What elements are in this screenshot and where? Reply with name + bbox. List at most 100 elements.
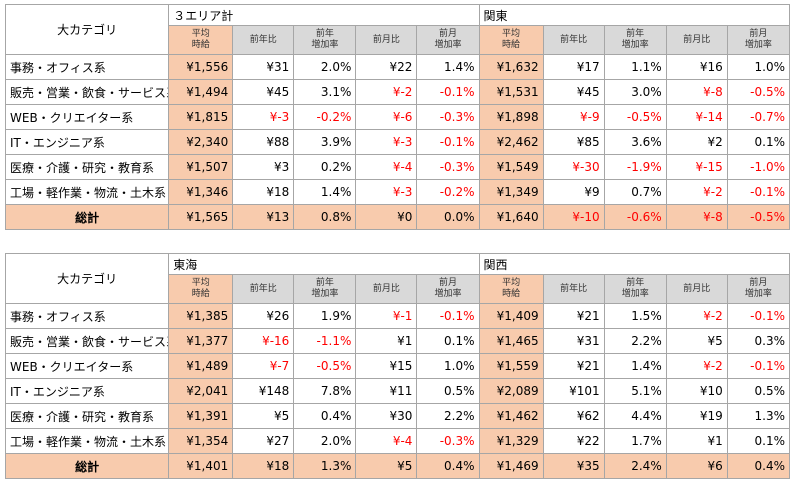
column-header-line: 前年比	[560, 283, 588, 294]
column-header-yoy: 前年比	[232, 274, 295, 304]
value-cell-mom: ¥-15	[665, 154, 728, 180]
column-header-line: 前年比	[249, 34, 277, 45]
table-row: 販売・営業・飲食・サービス系 ¥1,377 ¥-16 -1.1% ¥1 0.1% ¥1,46…	[4, 328, 791, 354]
value-cell-yoy-rate: 1.4%	[293, 179, 357, 205]
column-header-line: 前月	[438, 278, 457, 288]
column-header-line: 増加率	[621, 40, 649, 50]
column-header-mom: 前月比	[665, 25, 728, 55]
value-cell-yoy: ¥3	[232, 154, 295, 180]
table-row: WEB・クリエイター系 ¥1,815 ¥-3 -0.2% ¥-6 -0.3% ¥1,898 ¥…	[4, 104, 791, 130]
column-header-line: 増加率	[311, 40, 339, 50]
value-cell-avg: ¥1,815	[168, 104, 234, 130]
column-header-yoy: 前年比	[542, 274, 605, 304]
value-cell-yoy-rate: 7.8%	[293, 378, 357, 404]
value-cell-yoy-rate: 0.2%	[293, 154, 357, 180]
column-header-avg: 平均 時給	[168, 25, 234, 55]
column-header-line: 前年	[626, 29, 645, 39]
column-header-yoy-rate: 前年 増加率	[293, 274, 357, 304]
value-cell-avg: ¥1,354	[168, 428, 234, 454]
value-cell-mom: ¥-8	[665, 204, 728, 230]
value-cell-avg: ¥1,346	[168, 179, 234, 205]
table-row: IT・エンジニア系 ¥2,041 ¥148 7.8% ¥11 0.5% ¥2,089 ¥101…	[4, 378, 791, 404]
column-header-line: 平均	[191, 29, 210, 39]
value-cell-yoy: ¥62	[542, 403, 605, 429]
value-cell-yoy: ¥88	[232, 129, 295, 155]
region-title: 関西	[478, 253, 791, 275]
wage-table-top: 大カテゴリ ３エリア計 関東 平均 時給 前年比 前年 増加率 前月比 前月 増加率 平均 時給 前年比前…	[4, 4, 791, 230]
table-row: WEB・クリエイター系 ¥1,489 ¥-7 -0.5% ¥15 1.0% ¥1,559 ¥2…	[4, 353, 791, 379]
column-header-mom-rate: 前月 増加率	[726, 274, 791, 304]
value-cell-avg: ¥1,462	[478, 403, 544, 429]
column-header-line: 前年比	[249, 283, 277, 294]
table-row: 医療・介護・研究・教育系 ¥1,391 ¥5 0.4% ¥30 2.2% ¥1,462 ¥62…	[4, 403, 791, 429]
value-cell-yoy-rate: 5.1%	[603, 378, 667, 404]
column-header-mom-rate: 前月 増加率	[726, 25, 791, 55]
value-cell-yoy-rate: 1.9%	[293, 303, 357, 329]
column-header-line: 増加率	[744, 40, 772, 50]
value-cell-mom-rate: 1.0%	[416, 353, 480, 379]
column-header-line: 時給	[502, 40, 521, 50]
value-cell-yoy: ¥45	[232, 79, 295, 105]
value-cell-mom-rate: 0.5%	[416, 378, 480, 404]
value-cell-avg: ¥1,409	[478, 303, 544, 329]
column-header-row: 平均 時給 前年比 前年 増加率 前月比 前月 増加率 平均 時給 前年比 前年 増加率 前月比 前月 増加率	[6, 274, 791, 304]
column-header-avg: 平均 時給	[478, 274, 544, 304]
column-header-line: 増加率	[434, 289, 462, 299]
value-cell-mom: ¥-2	[355, 79, 418, 105]
value-cell-avg: ¥1,349	[478, 179, 544, 205]
total-row: 総計 ¥1,401 ¥18 1.3% ¥5 0.4% ¥1,469 ¥35 2.4% ¥6 0.4%	[4, 453, 791, 479]
value-cell-mom-rate: 1.0%	[726, 54, 791, 80]
column-header-mom: 前月比	[355, 25, 418, 55]
value-cell-mom: ¥5	[355, 453, 418, 479]
value-cell-mom-rate: -0.3%	[416, 104, 480, 130]
category-label: 医療・介護・研究・教育系	[4, 403, 170, 429]
value-cell-yoy: ¥-16	[232, 328, 295, 354]
column-header-line: 増加率	[744, 289, 772, 299]
value-cell-yoy-rate: 2.0%	[293, 54, 357, 80]
column-header-yoy: 前年比	[542, 25, 605, 55]
column-header-line: 前年比	[560, 34, 588, 45]
value-cell-mom: ¥15	[355, 353, 418, 379]
value-cell-mom: ¥-8	[665, 79, 728, 105]
value-cell-mom-rate: 1.4%	[416, 54, 480, 80]
value-cell-mom-rate: -0.1%	[726, 353, 791, 379]
value-cell-avg: ¥1,898	[478, 104, 544, 130]
value-cell-mom-rate: 2.2%	[416, 403, 480, 429]
value-cell-yoy: ¥35	[542, 453, 605, 479]
column-header-avg: 平均 時給	[478, 25, 544, 55]
value-cell-avg: ¥1,489	[168, 353, 234, 379]
value-cell-yoy-rate: 3.0%	[603, 79, 667, 105]
value-cell-avg: ¥1,556	[168, 54, 234, 80]
value-cell-mom: ¥0	[355, 204, 418, 230]
category-label: 医療・介護・研究・教育系	[4, 154, 170, 180]
column-header-mom: 前月比	[355, 274, 418, 304]
column-header-yoy-rate: 前年 増加率	[603, 274, 667, 304]
value-cell-mom-rate: 0.1%	[726, 129, 791, 155]
value-cell-yoy: ¥13	[232, 204, 295, 230]
value-cell-yoy-rate: 3.9%	[293, 129, 357, 155]
value-cell-yoy: ¥31	[232, 54, 295, 80]
value-cell-mom-rate: -0.1%	[416, 79, 480, 105]
table-row: 医療・介護・研究・教育系 ¥1,507 ¥3 0.2% ¥-4 -0.3% ¥1,549 ¥-…	[4, 154, 791, 180]
column-header-line: 時給	[191, 289, 210, 299]
column-header-mom-rate: 前月 増加率	[416, 274, 480, 304]
value-cell-mom: ¥-4	[355, 428, 418, 454]
value-cell-mom: ¥-1	[355, 303, 418, 329]
value-cell-mom-rate: -0.1%	[726, 179, 791, 205]
value-cell-yoy: ¥148	[232, 378, 295, 404]
value-cell-yoy: ¥31	[542, 328, 605, 354]
value-cell-avg: ¥1,531	[478, 79, 544, 105]
table-row: 工場・軽作業・物流・土木系 ¥1,354 ¥27 2.0% ¥-4 -0.3% ¥1,329…	[4, 428, 791, 454]
value-cell-mom-rate: -0.1%	[416, 129, 480, 155]
value-cell-mom-rate: -0.1%	[416, 303, 480, 329]
column-header-avg: 平均 時給	[168, 274, 234, 304]
value-cell-mom-rate: 0.1%	[416, 328, 480, 354]
value-cell-yoy-rate: -0.6%	[603, 204, 667, 230]
value-cell-mom: ¥6	[665, 453, 728, 479]
value-cell-yoy: ¥-10	[542, 204, 605, 230]
value-cell-avg: ¥1,469	[478, 453, 544, 479]
value-cell-yoy-rate: 1.3%	[293, 453, 357, 479]
value-cell-mom-rate: 1.3%	[726, 403, 791, 429]
value-cell-yoy: ¥22	[542, 428, 605, 454]
value-cell-mom: ¥2	[665, 129, 728, 155]
